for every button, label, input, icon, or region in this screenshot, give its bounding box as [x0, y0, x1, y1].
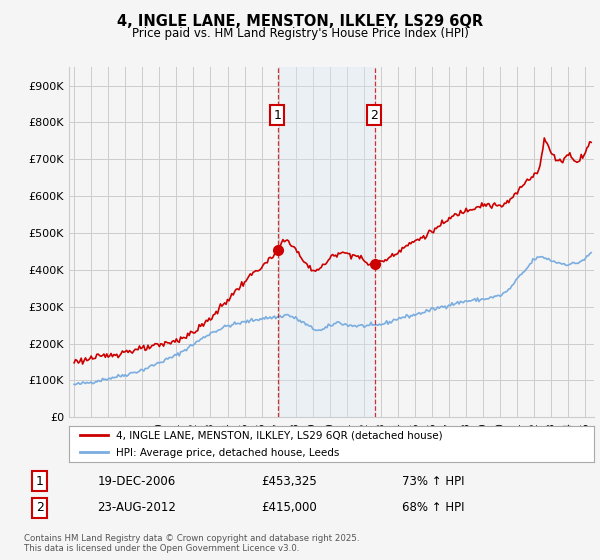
Text: 4, INGLE LANE, MENSTON, ILKLEY, LS29 6QR: 4, INGLE LANE, MENSTON, ILKLEY, LS29 6QR: [117, 14, 483, 29]
Text: Price paid vs. HM Land Registry's House Price Index (HPI): Price paid vs. HM Land Registry's House …: [131, 27, 469, 40]
Text: 1: 1: [274, 109, 281, 122]
Text: 2: 2: [370, 109, 378, 122]
Text: 1: 1: [36, 475, 44, 488]
Text: 68% ↑ HPI: 68% ↑ HPI: [402, 501, 464, 514]
Text: 4, INGLE LANE, MENSTON, ILKLEY, LS29 6QR (detached house): 4, INGLE LANE, MENSTON, ILKLEY, LS29 6QR…: [116, 431, 443, 441]
Bar: [278, 67, 375, 417]
Text: HPI: Average price, detached house, Leeds: HPI: Average price, detached house, Leed…: [116, 448, 340, 458]
Text: 2: 2: [36, 501, 44, 514]
Text: Contains HM Land Registry data © Crown copyright and database right 2025.
This d: Contains HM Land Registry data © Crown c…: [24, 534, 359, 553]
Text: 19-DEC-2006: 19-DEC-2006: [97, 475, 176, 488]
Text: £415,000: £415,000: [261, 501, 317, 514]
Text: £453,325: £453,325: [261, 475, 317, 488]
Text: 73% ↑ HPI: 73% ↑ HPI: [402, 475, 464, 488]
Text: 23-AUG-2012: 23-AUG-2012: [97, 501, 176, 514]
